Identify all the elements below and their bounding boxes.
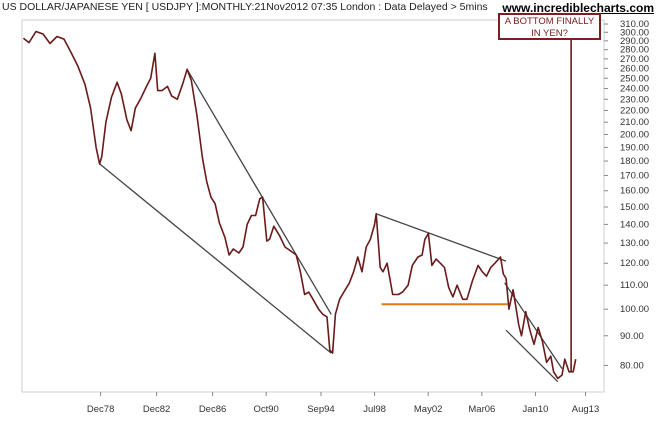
y-tick-label: 190.00 — [620, 142, 649, 153]
y-tick-label: 150.00 — [620, 202, 649, 213]
y-tick-label: 110.00 — [620, 280, 648, 291]
x-tick-label: Dec86 — [199, 404, 226, 415]
x-tick-label: Oct90 — [253, 404, 278, 415]
series-group — [22, 30, 577, 380]
y-tick-label: 120.00 — [620, 258, 649, 269]
trendline — [505, 329, 559, 383]
trendline — [376, 213, 507, 262]
y-tick-label: 250.00 — [620, 73, 649, 84]
annotation-line2: IN YEN? — [531, 28, 568, 39]
plot-frame — [21, 19, 605, 393]
site-link[interactable]: www.incrediblecharts.com — [502, 1, 654, 15]
x-tick-label: Jul98 — [363, 404, 386, 415]
y-tick-label: 160.00 — [620, 186, 649, 197]
x-tick-label: May02 — [414, 404, 443, 415]
y-tick-label: 90.00 — [620, 331, 644, 342]
y-tick-label: 290.00 — [620, 36, 649, 47]
trendline — [99, 163, 332, 354]
y-tick-label: 140.00 — [620, 219, 649, 230]
x-tick-label: Aug13 — [572, 404, 599, 415]
trendlines-group — [99, 40, 572, 383]
y-tick-label: 180.00 — [620, 156, 649, 167]
y-tick-label: 300.00 — [620, 27, 649, 38]
x-tick-label: Dec82 — [143, 404, 170, 415]
x-tick-label: Sep94 — [307, 404, 334, 415]
y-tick-label: 220.00 — [620, 105, 649, 116]
x-tick-label: Dec78 — [87, 404, 114, 415]
price-series-line — [22, 30, 577, 380]
y-tick-label: 240.00 — [620, 84, 649, 95]
y-tick-label: 260.00 — [620, 63, 649, 74]
chart-title: US DOLLAR/JAPANESE YEN [ USDJPY ]:MONTHL… — [2, 1, 488, 13]
annotation-box: A BOTTOM FINALLY IN YEN? — [498, 13, 601, 40]
y-tick-label: 230.00 — [620, 94, 649, 105]
x-tick-label: Mar06 — [468, 404, 495, 415]
y-tick-label: 80.00 — [620, 360, 644, 371]
y-tick-label: 130.00 — [620, 238, 649, 249]
y-tick-label: 280.00 — [620, 45, 649, 56]
y-tick-label: 310.00 — [620, 19, 649, 30]
trendline — [186, 69, 332, 315]
x-tick-label: Jan10 — [523, 404, 549, 415]
y-tick-label: 210.00 — [620, 117, 649, 128]
y-tick-label: 270.00 — [620, 54, 649, 65]
y-tick-label: 200.00 — [620, 129, 649, 140]
y-tick-label: 170.00 — [620, 170, 649, 181]
annotation-line1: A BOTTOM FINALLY — [504, 16, 595, 27]
y-tick-label: 100.00 — [620, 304, 649, 315]
axes-group: 80.00 90.00 100.00 110.00 120.00 130.00 140.00… — [21, 19, 649, 415]
